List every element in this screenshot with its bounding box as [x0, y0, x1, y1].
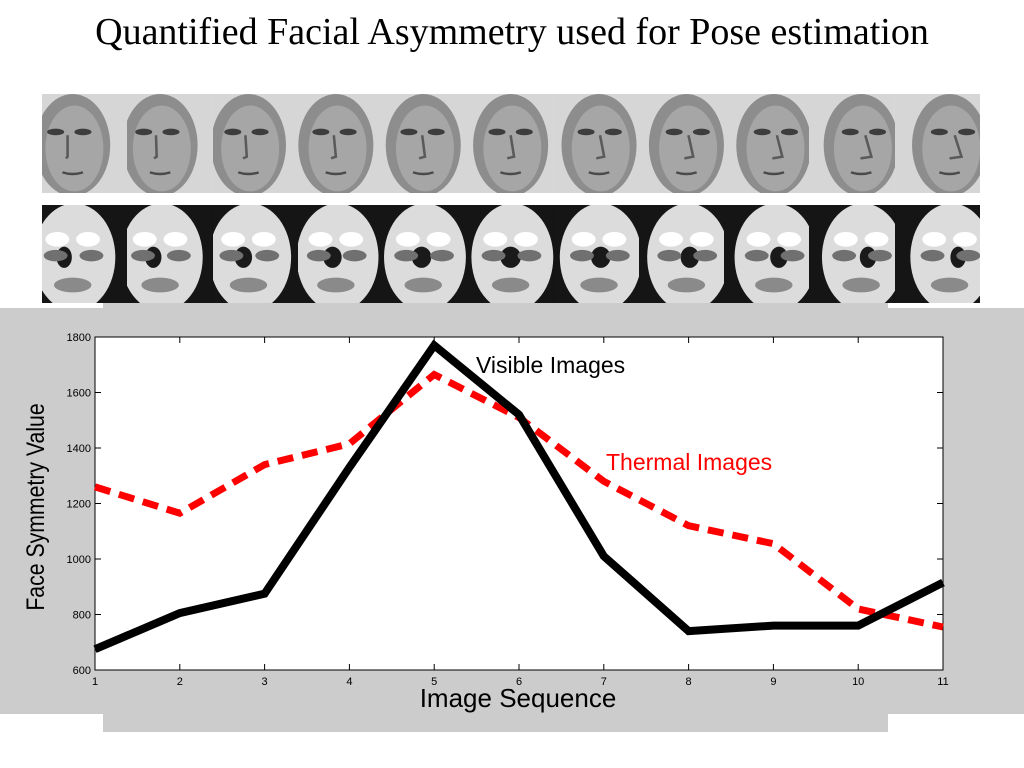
visible-face-image-9: [724, 94, 810, 193]
x-tick-label: 2: [177, 676, 183, 688]
y-axis-label: Face Symmetry Value: [21, 403, 49, 610]
visible-face-image-2: [127, 94, 213, 193]
thermal-face-image-2: [127, 205, 213, 303]
visible-face-image-8: [638, 94, 725, 193]
y-tick-label: 600: [73, 665, 91, 677]
chart-background-top: [103, 303, 888, 311]
thermal-face-image-6: [468, 205, 554, 303]
series-lines: [93, 339, 945, 653]
visible-face-image-strip: [42, 94, 980, 193]
visible-face-image-3: [212, 94, 298, 193]
x-axis-ticks: 1 2 3 4 5 6 7 8 9 10 11: [92, 337, 949, 688]
thermal-face-image-3: [212, 205, 298, 303]
thermal-face-image-10: [809, 205, 895, 303]
x-tick-label: 5: [431, 676, 437, 688]
visible-face-image-4: [297, 94, 384, 193]
x-tick-label: 3: [262, 676, 268, 688]
y-tick-label: 1200: [67, 499, 91, 511]
x-tick-label: 10: [852, 676, 864, 688]
thermal-face-image-5: [383, 205, 469, 303]
x-tick-label: 11: [937, 676, 948, 688]
visible-face-image-6: [468, 94, 554, 193]
thermal-face-image-7: [553, 205, 639, 303]
y-axis-ticks: 600 800 1000 1200 1400 1600 1800: [67, 332, 943, 677]
y-tick-label: 1400: [67, 443, 91, 455]
visible-face-image-11: [894, 94, 980, 193]
thermal-face-image-4: [297, 205, 384, 303]
chart-background-bottom: [103, 700, 888, 732]
x-tick-label: 1: [92, 676, 98, 688]
x-tick-label: 6: [516, 676, 522, 688]
visible-face-image-10: [809, 94, 895, 193]
thermal-face-image-11: [894, 205, 980, 303]
series-label-thermal: Thermal Images: [606, 449, 772, 475]
x-tick-label: 7: [601, 676, 607, 688]
series-line-visible-images: [93, 339, 945, 653]
slide-title: Quantified Facial Asymmetry used for Pos…: [95, 11, 929, 53]
plot-area: [94, 336, 944, 671]
visible-face-image-7: [553, 94, 639, 193]
x-tick-label: 8: [686, 676, 692, 688]
visible-face-image-1: [42, 94, 128, 193]
thermal-face-image-8: [638, 205, 725, 303]
y-tick-label: 1800: [67, 332, 91, 344]
x-tick-label: 9: [770, 676, 776, 688]
thermal-face-image-strip: [42, 205, 980, 303]
y-tick-label: 800: [73, 610, 91, 622]
y-tick-label: 1000: [67, 554, 91, 566]
visible-face-image-5: [383, 94, 469, 193]
series-label-visible: Visible Images: [476, 352, 625, 378]
y-tick-label: 1600: [67, 388, 91, 400]
thermal-face-image-9: [724, 205, 810, 303]
x-tick-label: 4: [346, 676, 352, 688]
thermal-face-image-1: [42, 205, 128, 303]
x-axis-label: Image Sequence: [420, 683, 617, 713]
